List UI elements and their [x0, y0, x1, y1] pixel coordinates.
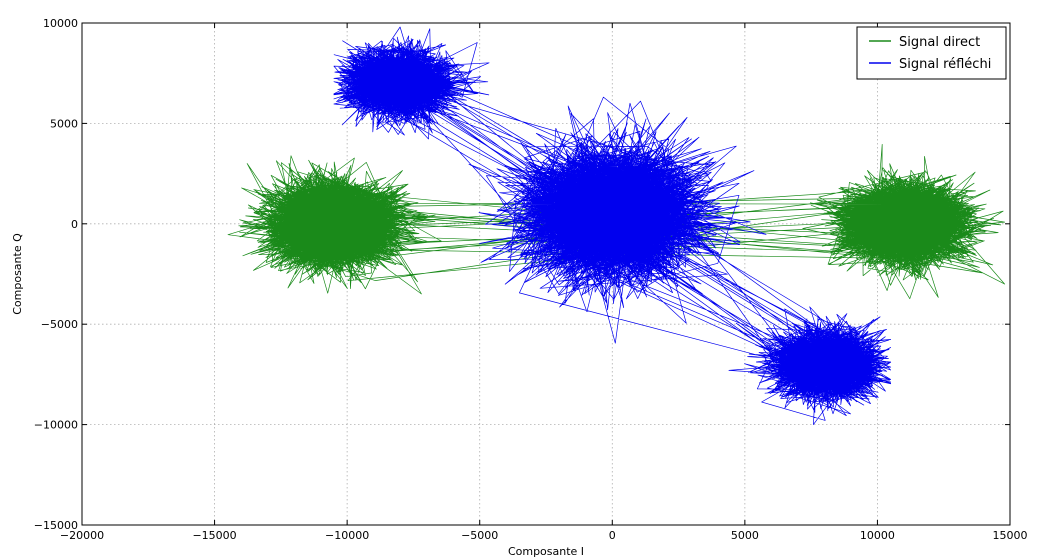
- x-tick-label: 5000: [731, 529, 759, 542]
- x-tick-label: −15000: [192, 529, 236, 542]
- x-tick-label: −5000: [461, 529, 498, 542]
- legend-box: [856, 26, 1007, 80]
- x-tick-label: 15000: [993, 529, 1028, 542]
- y-tick-label: 0: [71, 218, 78, 231]
- x-tick-label: 10000: [860, 529, 895, 542]
- x-tick-label: 0: [609, 529, 616, 542]
- y-tick-label: −10000: [34, 419, 78, 432]
- y-tick-label: 10000: [43, 17, 78, 30]
- series-line-signal-reflechi: [333, 26, 892, 425]
- y-tick-label: −15000: [34, 519, 78, 532]
- x-tick-label: −10000: [325, 529, 369, 542]
- y-tick-label: 5000: [50, 117, 78, 130]
- axis-ticks: −20000 −15000 −10000 −5000 0 5000 10000 15000−1…: [34, 17, 1028, 542]
- grid: [82, 23, 1010, 525]
- y-axis-label: Composante Q: [11, 233, 24, 315]
- legend: Signal direct Signal réfléchi: [856, 26, 1007, 80]
- y-tick-label: −5000: [41, 318, 78, 331]
- x-tick-label: −20000: [60, 529, 104, 542]
- plot-area: [227, 26, 1006, 425]
- legend-label-signal-reflechi: Signal réfléchi: [899, 57, 991, 72]
- series-line-signal-direct: [227, 143, 1006, 300]
- legend-label-signal-direct: Signal direct: [899, 35, 980, 50]
- x-axis-label: Composante I: [508, 545, 584, 558]
- plot-frame: [81, 22, 1011, 526]
